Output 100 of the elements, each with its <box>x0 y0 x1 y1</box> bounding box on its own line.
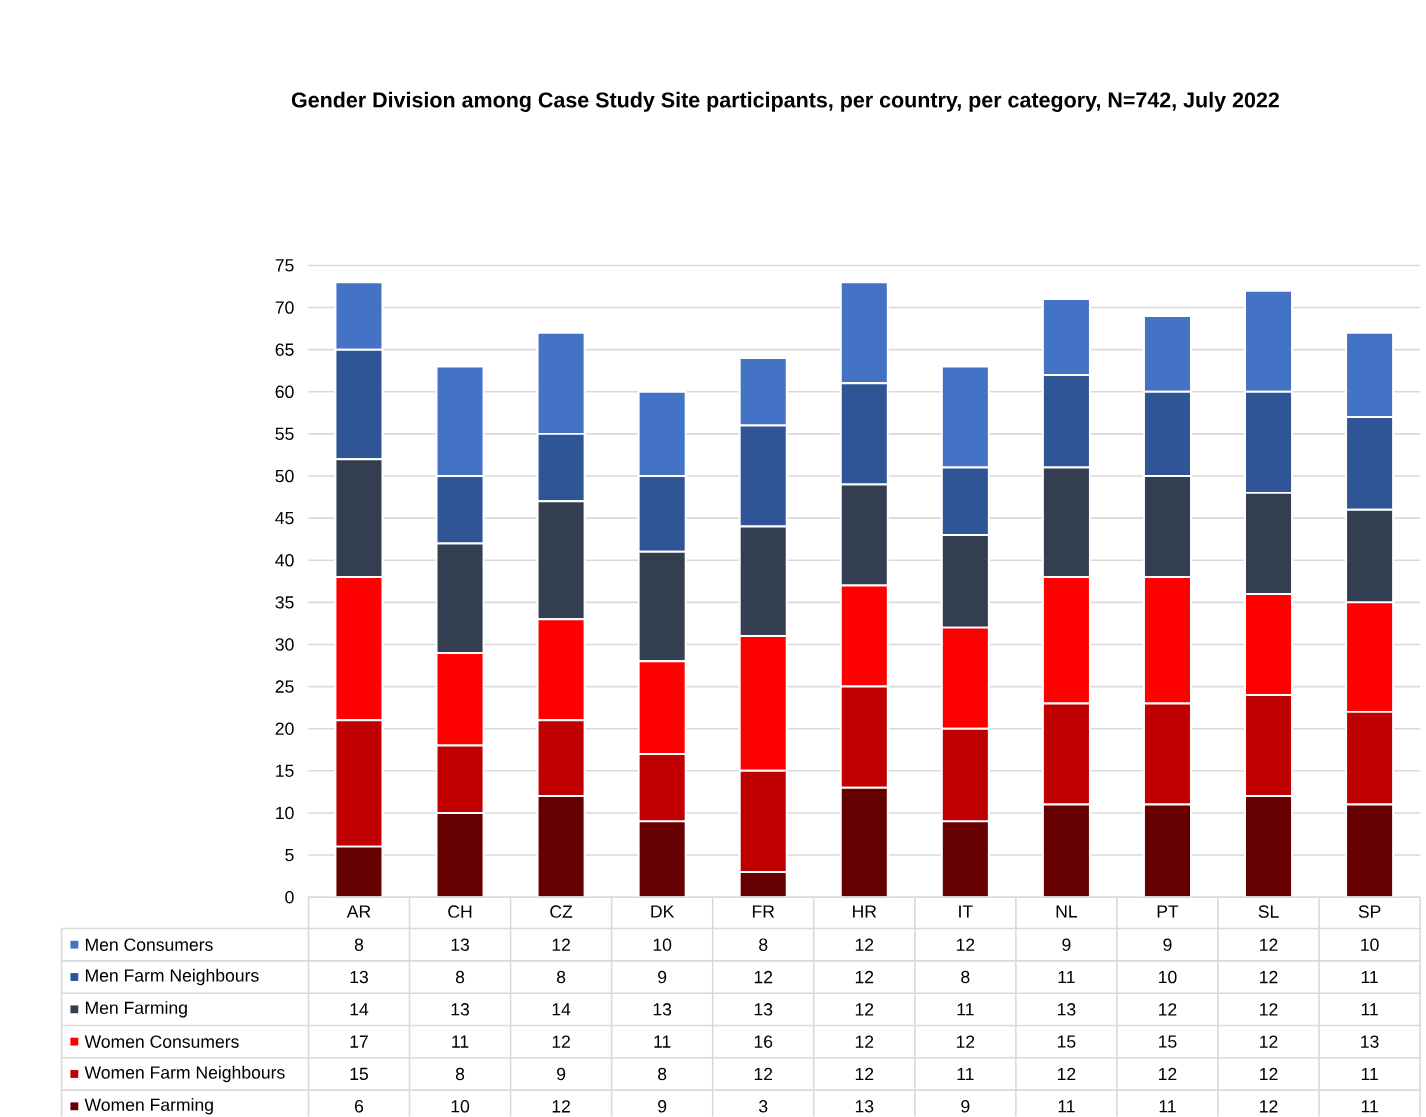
data-label: 13 <box>754 1003 773 1016</box>
data-label: 12 <box>1057 1068 1076 1081</box>
data-label: 9 <box>1062 938 1071 952</box>
x-tick-label: CZ <box>550 905 573 919</box>
data-label: 12 <box>1159 1003 1177 1016</box>
y-tick-label: 25 <box>275 680 294 694</box>
data-label: 3 <box>759 1100 768 1113</box>
legend-label: Men Consumers <box>85 938 213 952</box>
data-label: 15 <box>1057 1035 1076 1048</box>
data-label: 10 <box>451 1100 470 1113</box>
y-tick-label: 55 <box>275 427 294 441</box>
data-label: 13 <box>1057 1003 1076 1016</box>
legend-label: Men Farming <box>85 1001 187 1018</box>
y-tick-label: 5 <box>285 849 294 862</box>
data-label: 13 <box>451 1003 470 1016</box>
data-label: 8 <box>556 970 566 984</box>
data-label: 8 <box>759 938 768 952</box>
data-label: 12 <box>956 1035 975 1048</box>
data-label: 12 <box>956 938 975 952</box>
x-tick-label: CH <box>448 905 472 919</box>
data-label: 12 <box>855 1035 874 1048</box>
data-label: 12 <box>552 938 570 952</box>
legend-label: Women Farming <box>84 1098 213 1115</box>
data-label: 11 <box>1361 1100 1378 1113</box>
y-tick-label: 0 <box>285 891 294 904</box>
data-label: 13 <box>1361 1035 1379 1049</box>
data-label: 12 <box>1260 938 1278 952</box>
y-tick-label: 40 <box>275 554 294 567</box>
x-tick-label: DK <box>651 905 675 918</box>
y-tick-label: 15 <box>276 764 294 778</box>
data-label: 12 <box>1260 1100 1278 1113</box>
data-label: 11 <box>452 1035 469 1048</box>
x-tick-label: PT <box>1157 905 1179 918</box>
data-label: 12 <box>1159 1068 1177 1081</box>
y-tick-label: 35 <box>275 596 294 609</box>
data-label: 9 <box>658 1100 667 1113</box>
data-label: 10 <box>653 938 672 952</box>
y-tick-label: 45 <box>275 512 294 525</box>
x-tick-label: NL <box>1056 905 1078 918</box>
data-label: 8 <box>961 970 970 984</box>
data-label: 12 <box>855 1003 874 1016</box>
data-label: 8 <box>354 938 364 952</box>
data-label: 13 <box>451 938 470 952</box>
data-label: 12 <box>855 971 874 984</box>
data-label: 12 <box>1260 1003 1278 1016</box>
x-tick-label: SP <box>1358 905 1381 919</box>
data-label: 8 <box>455 970 465 984</box>
data-label: 13 <box>350 970 368 984</box>
data-label: 11 <box>1058 971 1075 984</box>
y-tick-label: 30 <box>275 638 294 651</box>
data-label: 11 <box>1361 1068 1378 1081</box>
data-label: 8 <box>455 1067 465 1081</box>
y-tick-label: 65 <box>275 343 294 357</box>
legend-label: Women Farm Neighbours <box>84 1065 285 1083</box>
data-label: 15 <box>1159 1035 1177 1048</box>
chart-title: Gender Division among Case Study Site participants, per country, per category, N=742, July 2022 <box>291 92 1279 113</box>
data-label: 11 <box>1159 1100 1176 1113</box>
data-label: 11 <box>957 1068 974 1081</box>
data-label: 11 <box>1361 1003 1378 1016</box>
x-tick-label: HR <box>853 905 877 918</box>
data-label: 10 <box>1159 970 1177 984</box>
x-tick-label: FR <box>752 905 775 918</box>
data-label: 12 <box>754 971 773 984</box>
x-tick-label: SL <box>1258 905 1279 919</box>
data-label: 12 <box>1260 1035 1278 1048</box>
legend-label: Women Consumers <box>84 1035 239 1049</box>
data-label: 17 <box>350 1035 368 1048</box>
data-label: 8 <box>658 1067 667 1081</box>
x-tick-label: AR <box>346 905 371 918</box>
data-label: 12 <box>1260 1068 1278 1081</box>
data-label: 14 <box>552 1003 571 1016</box>
y-tick-label: 20 <box>275 722 294 736</box>
data-label: 12 <box>552 1035 570 1048</box>
data-label: 9 <box>961 1100 970 1113</box>
data-label: 11 <box>957 1003 974 1016</box>
data-label: 11 <box>1361 971 1378 984</box>
data-label: 6 <box>354 1100 364 1113</box>
data-label: 11 <box>654 1035 671 1048</box>
data-label: 9 <box>1163 938 1172 952</box>
data-label: 11 <box>1058 1100 1075 1113</box>
x-tick-label: IT <box>959 905 973 918</box>
data-label: 15 <box>350 1068 368 1081</box>
data-label: 9 <box>658 970 667 984</box>
y-tick-label: 70 <box>275 301 294 314</box>
data-label: 9 <box>557 1067 566 1081</box>
data-label: 12 <box>552 1100 570 1113</box>
data-label: 12 <box>1260 971 1278 984</box>
data-label: 12 <box>855 1068 874 1081</box>
y-tick-label: 50 <box>275 469 294 483</box>
y-tick-label: 10 <box>276 806 294 820</box>
data-label: 12 <box>754 1068 773 1081</box>
legend-label: Men Farm Neighbours <box>85 969 259 986</box>
data-label: 14 <box>350 1003 369 1016</box>
data-label: 10 <box>1361 938 1379 952</box>
data-label: 13 <box>653 1003 672 1016</box>
data-label: 16 <box>754 1035 773 1049</box>
y-tick-label: 60 <box>275 385 294 399</box>
y-tick-label: 75 <box>275 259 294 272</box>
data-label: 12 <box>855 938 874 952</box>
data-label: 13 <box>855 1100 874 1113</box>
